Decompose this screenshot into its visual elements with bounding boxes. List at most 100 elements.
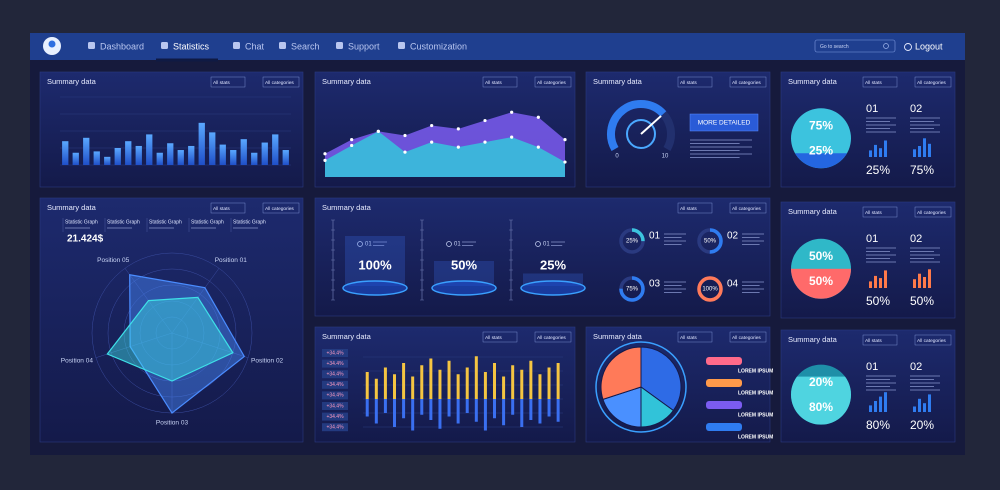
change-label: +34.4% — [326, 425, 344, 431]
filter-label[interactable]: All stats — [213, 80, 230, 86]
nav-bar — [30, 33, 965, 60]
mini-bar — [928, 394, 931, 412]
filter-dropdown[interactable] — [862, 76, 898, 88]
level-icon — [446, 241, 452, 247]
bar-down — [383, 399, 387, 413]
filter-label[interactable]: All categories — [537, 335, 566, 341]
pie-slice — [600, 346, 642, 400]
filter-dropdown[interactable] — [677, 331, 713, 343]
filter-label[interactable]: All stats — [680, 206, 697, 212]
logout-button[interactable]: Logout — [915, 41, 943, 51]
panel-title: Summary data — [593, 77, 643, 86]
filter-dropdown[interactable] — [262, 76, 300, 88]
nav-item[interactable]: Support — [348, 41, 380, 51]
filter-label[interactable]: All categories — [917, 80, 946, 86]
search-box[interactable] — [814, 39, 896, 53]
panel-title: Summary data — [47, 203, 97, 212]
nav-item[interactable]: Chat — [245, 41, 265, 51]
bar-up — [393, 374, 396, 399]
level-value: 100% — [358, 257, 392, 272]
filter-dropdown[interactable] — [210, 76, 246, 88]
filter-label[interactable]: All categories — [732, 335, 761, 341]
bar-down — [402, 399, 406, 419]
panel-title: Summary data — [788, 207, 838, 216]
level-icon — [535, 241, 541, 247]
filter-dropdown[interactable] — [914, 334, 952, 346]
radar-area — [106, 296, 234, 382]
bar-down — [429, 399, 433, 420]
mini-bar — [884, 392, 887, 412]
data-point — [483, 118, 487, 123]
filter-dropdown[interactable] — [729, 331, 767, 343]
filter-dropdown[interactable] — [862, 334, 898, 346]
panel-title: Summary data — [322, 77, 372, 86]
bar — [251, 152, 258, 165]
bar — [62, 141, 69, 165]
level-value: 50% — [451, 257, 477, 272]
filter-label[interactable]: All stats — [865, 210, 882, 216]
filter-dropdown[interactable] — [914, 206, 952, 218]
mini-bar — [879, 396, 882, 412]
filter-label[interactable]: All stats — [680, 80, 697, 86]
filter-dropdown[interactable] — [862, 206, 898, 218]
bar — [125, 141, 132, 165]
filter-label[interactable]: All stats — [680, 335, 697, 341]
filter-label[interactable]: All stats — [865, 338, 882, 344]
nav-item[interactable]: Search — [291, 41, 320, 51]
bar-up — [447, 360, 451, 399]
filter-dropdown[interactable] — [914, 76, 952, 88]
filter-dropdown[interactable] — [482, 331, 518, 343]
bar-up — [493, 363, 496, 399]
radar-axis — [171, 332, 249, 358]
filter-label[interactable]: All categories — [265, 206, 294, 212]
mini-bar — [874, 275, 877, 288]
legend-swatch — [706, 401, 742, 409]
data-point — [483, 140, 487, 144]
bar-down — [393, 399, 396, 427]
circle-label: 20% — [809, 375, 833, 389]
change-badge — [322, 380, 348, 389]
filter-label[interactable]: All stats — [213, 206, 230, 212]
bar-down — [538, 399, 542, 424]
legend-label: LOREM IPSUM — [738, 390, 773, 396]
filter-dropdown[interactable] — [534, 76, 572, 88]
filter-label[interactable]: All categories — [917, 338, 946, 344]
filter-label[interactable]: All categories — [732, 80, 761, 86]
bar — [282, 150, 289, 165]
filter-dropdown[interactable] — [210, 202, 246, 214]
filter-dropdown[interactable] — [729, 202, 767, 214]
filter-label[interactable]: All stats — [485, 335, 502, 341]
filter-label[interactable]: All stats — [865, 80, 882, 86]
filter-dropdown[interactable] — [677, 202, 713, 214]
level-icon — [357, 241, 363, 247]
nav-item[interactable]: Dashboard — [100, 41, 144, 51]
legend-label: LOREM IPSUM — [738, 412, 773, 418]
data-point — [536, 145, 540, 149]
pie-slice — [640, 346, 682, 412]
legend-label: LOREM IPSUM — [738, 368, 773, 374]
nav-item[interactable]: Statistics — [173, 41, 210, 51]
filter-label[interactable]: All categories — [537, 80, 566, 86]
filter-label[interactable]: All categories — [732, 206, 761, 212]
filter-label[interactable]: All categories — [265, 80, 294, 86]
gauge-needle — [640, 115, 662, 135]
filter-dropdown[interactable] — [534, 331, 572, 343]
filter-label[interactable]: All stats — [485, 80, 502, 86]
donut-id: 02 — [727, 231, 739, 242]
bar-down — [520, 399, 524, 427]
change-label: +34.4% — [326, 361, 344, 367]
nav-item[interactable]: Customization — [410, 41, 467, 51]
filter-dropdown[interactable] — [677, 76, 713, 88]
gauge-min: 0 — [615, 154, 619, 160]
level-id: 01 — [365, 242, 372, 248]
filter-dropdown[interactable] — [262, 202, 300, 214]
filter-dropdown[interactable] — [729, 76, 767, 88]
bar-down — [365, 399, 369, 417]
filter-dropdown[interactable] — [482, 76, 518, 88]
filter-label[interactable]: All categories — [917, 210, 946, 216]
card-title: Statistic Graph — [65, 219, 98, 225]
button-label[interactable]: MORE DETAILED — [698, 120, 751, 127]
circle-fill — [791, 376, 851, 425]
more-detailed-button[interactable] — [689, 113, 759, 132]
